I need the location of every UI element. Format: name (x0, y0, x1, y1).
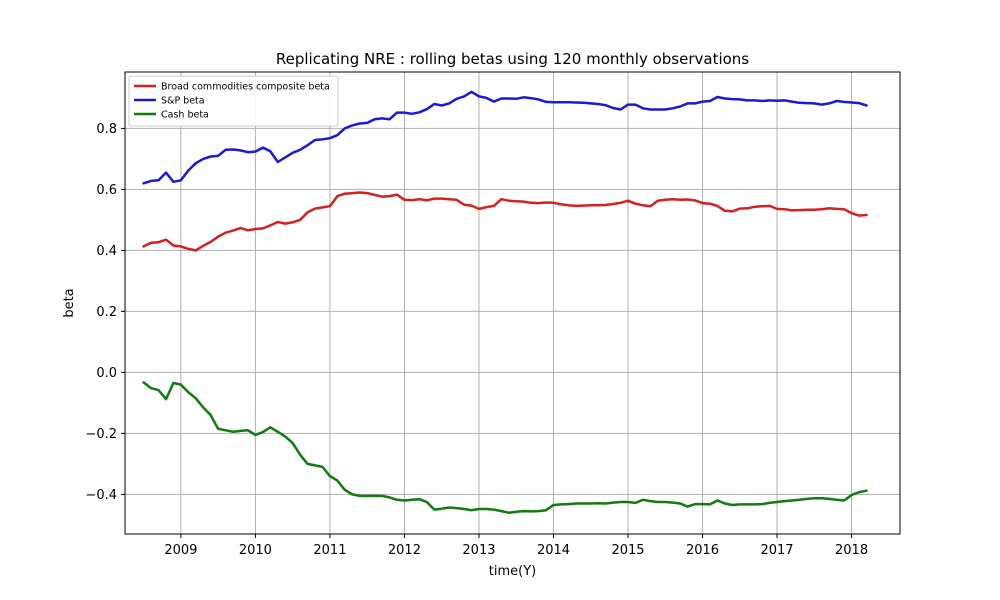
x-tick-label: 2010 (239, 543, 272, 558)
x-tick-label: 2016 (686, 543, 719, 558)
x-tick-label: 2015 (611, 543, 644, 558)
x-tick-label: 2011 (313, 543, 346, 558)
y-tick-label: 0.2 (96, 305, 117, 320)
x-tick-label: 2014 (537, 543, 570, 558)
chart-title: Replicating NRE : rolling betas using 12… (276, 50, 749, 68)
y-tick-label: 0.4 (96, 244, 117, 259)
legend-label-2: Cash beta (161, 110, 209, 121)
series-line-0 (142, 191, 868, 252)
plot-area-frame (124, 71, 901, 535)
y-tick-label: 0.6 (96, 183, 117, 198)
x-tick-label: 2017 (760, 543, 793, 558)
y-tick-label: 0.8 (96, 122, 117, 137)
y-tick-label: −0.4 (85, 488, 117, 503)
x-tick-label: 2012 (388, 543, 421, 558)
x-tick-label: 2009 (164, 543, 197, 558)
y-axis-label: beta (62, 288, 77, 317)
series-line-2 (142, 381, 868, 514)
x-axis-label: time(Y) (489, 564, 536, 579)
legend-label-0: Broad commodities composite beta (161, 82, 330, 93)
series-lines (142, 90, 868, 514)
x-tick-label: 2018 (835, 543, 868, 558)
grid (125, 72, 900, 534)
legend-box (128, 75, 339, 127)
series-line-1 (142, 90, 868, 185)
y-tick-label: 0.0 (96, 366, 117, 381)
x-tick-label: 2013 (462, 543, 495, 558)
axis-ticks: 2009 2010 2011 2012 2013 2014 2015 2016 2017 2018… (85, 122, 868, 558)
y-tick-label: −0.2 (85, 427, 117, 442)
legend-label-1: S&P beta (161, 96, 205, 107)
legend: Broad commodities composite beta S&P beta… (128, 75, 339, 127)
